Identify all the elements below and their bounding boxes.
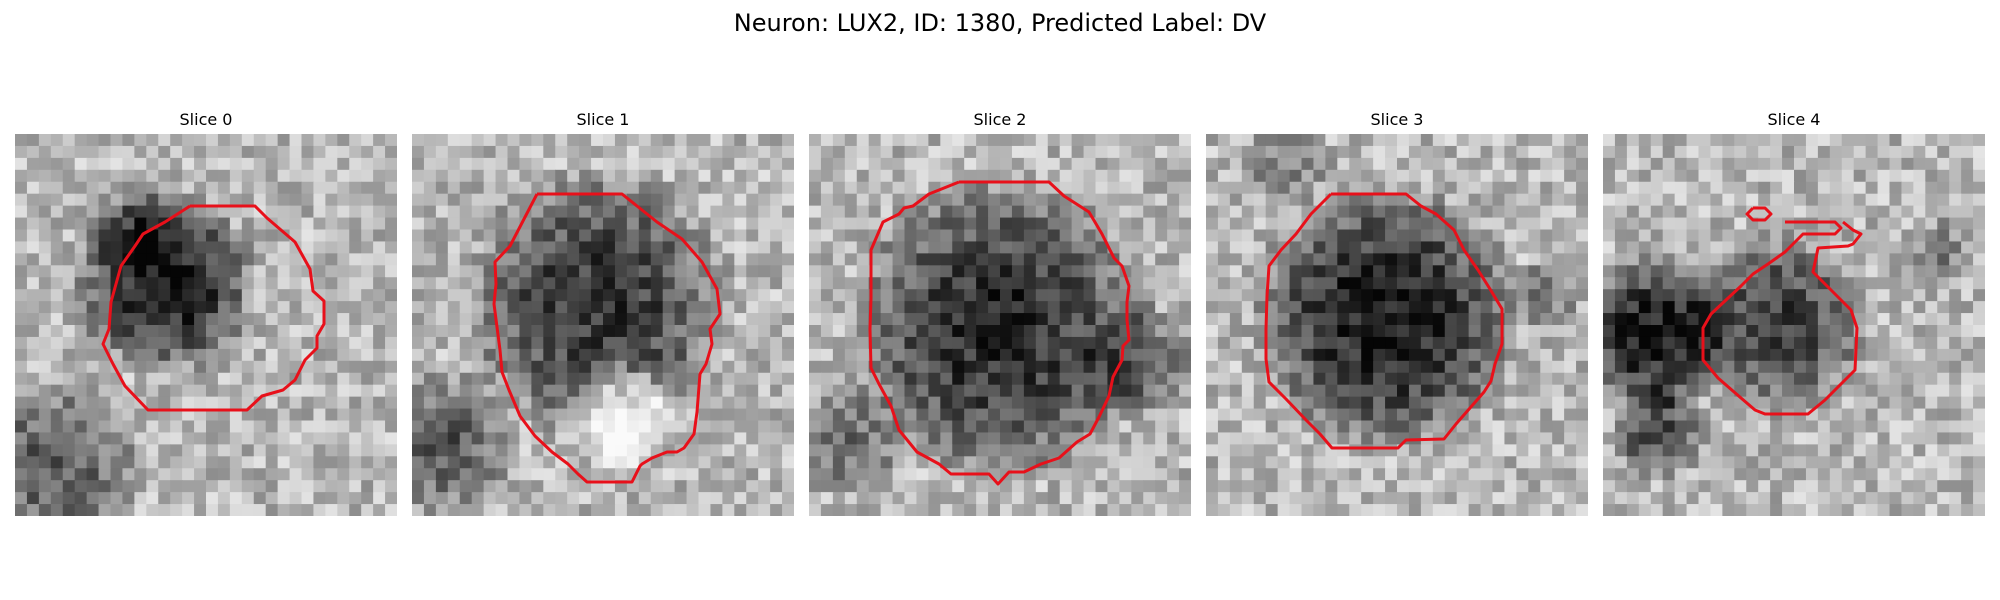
slice-title: Slice 0 — [179, 110, 233, 129]
slice-image-3 — [1206, 134, 1588, 516]
slice-title: Slice 3 — [1370, 110, 1424, 129]
roi-contour — [492, 192, 722, 484]
slice-panel-4: Slice 4 — [1603, 110, 1985, 518]
slice-title: Slice 2 — [973, 110, 1027, 129]
slice-image-2 — [809, 134, 1191, 516]
slice-panel-0: Slice 0 — [15, 110, 397, 518]
grayscale-pixels — [809, 134, 1191, 516]
slice-title: Slice 4 — [1767, 110, 1821, 129]
roi-contour — [1264, 192, 1504, 450]
grayscale-pixels — [15, 134, 397, 516]
roi-contour — [1701, 220, 1863, 416]
grayscale-pixels — [412, 134, 794, 516]
slice-title: Slice 1 — [576, 110, 630, 129]
slice-image-4 — [1603, 134, 1985, 516]
grayscale-pixels — [1603, 134, 1985, 516]
figure-title: Neuron: LUX2, ID: 1380, Predicted Label:… — [733, 9, 1267, 37]
roi-contour — [868, 180, 1131, 486]
grayscale-pixels — [1206, 134, 1588, 516]
slice-panel-3: Slice 3 — [1206, 110, 1588, 518]
slice-image-1 — [412, 134, 794, 516]
slice-panel-1: Slice 1 — [412, 110, 794, 518]
roi-contour — [101, 204, 326, 412]
roi-contour-fragment — [1745, 206, 1773, 222]
slice-panel-2: Slice 2 — [809, 110, 1191, 518]
slice-image-0 — [15, 134, 397, 516]
